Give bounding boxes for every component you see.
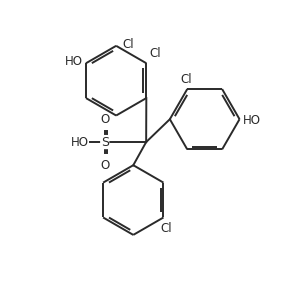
Text: Cl: Cl [150,47,162,60]
Text: HO: HO [243,114,261,127]
Text: S: S [101,135,109,149]
Text: Cl: Cl [161,222,172,235]
Text: Cl: Cl [122,38,134,51]
Text: Cl: Cl [180,73,192,86]
Text: O: O [100,159,109,172]
Text: HO: HO [65,55,83,68]
Text: HO: HO [71,135,89,149]
Text: O: O [100,113,109,125]
